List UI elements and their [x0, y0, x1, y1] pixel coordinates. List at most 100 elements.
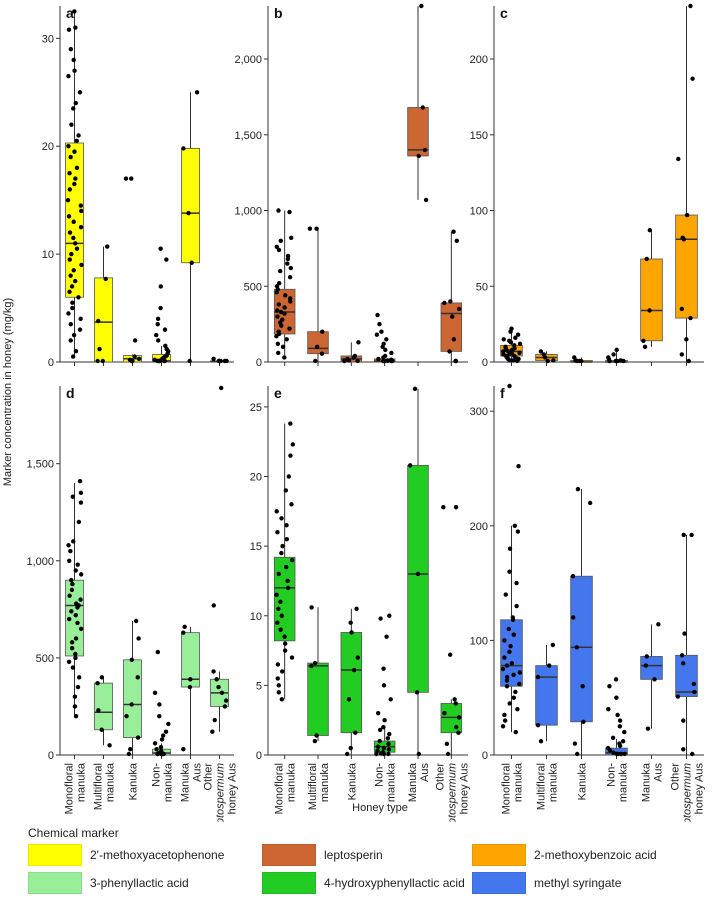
- data-point-d-3: [163, 729, 169, 734]
- y-tick-label-b: 1,000: [234, 206, 262, 218]
- data-point-f-0: [511, 695, 517, 700]
- data-point-a-3: [155, 338, 161, 343]
- data-point-d-0: [75, 562, 80, 567]
- data-point-c-0: [517, 350, 522, 356]
- data-point-e-5: [456, 715, 462, 720]
- data-point-b-1: [319, 351, 325, 356]
- data-point-d-0: [72, 704, 78, 709]
- data-point-b-5: [451, 229, 456, 234]
- data-point-b-0: [278, 238, 283, 244]
- data-point-b-0: [274, 290, 279, 295]
- data-point-f-0: [502, 712, 507, 718]
- data-point-e-3: [386, 751, 391, 757]
- data-point-b-4: [422, 147, 428, 153]
- data-point-a-3: [162, 327, 168, 332]
- y-tick-label-e: 20: [250, 472, 262, 484]
- data-point-a-0: [72, 68, 77, 73]
- data-point-f-3: [607, 748, 613, 753]
- data-point-d-0: [78, 597, 83, 602]
- data-point-a-0: [71, 106, 76, 111]
- data-point-a-0: [70, 354, 76, 359]
- legend-label-methyl-syringate: methyl syringate: [534, 876, 622, 890]
- y-tick-label-d: 500: [36, 653, 54, 665]
- data-point-c-5: [686, 358, 691, 364]
- box-d-4: [181, 624, 200, 759]
- data-point-a-0: [71, 57, 76, 63]
- legend-label-leptosperin: leptosperin: [324, 848, 383, 862]
- box-c-4: [640, 228, 663, 366]
- category-label-d-1: Multifloral: [93, 763, 105, 810]
- data-point-d-3: [152, 741, 158, 746]
- data-point-e-3: [387, 613, 392, 618]
- data-point-e-0: [274, 509, 279, 514]
- data-point-a-0: [70, 300, 75, 305]
- data-point-e-3: [386, 741, 391, 747]
- data-point-c-4: [641, 338, 646, 343]
- panel-c: 0 50 100 150 200 c: [470, 3, 704, 369]
- data-point-d-5: [211, 603, 216, 608]
- data-point-e-0: [279, 613, 284, 618]
- data-point-d-4: [182, 624, 187, 630]
- data-point-c-1: [551, 358, 556, 363]
- data-point-f-0: [508, 643, 513, 649]
- data-point-a-0: [66, 311, 71, 316]
- data-point-b-5: [453, 358, 459, 364]
- data-point-f-2: [587, 500, 593, 506]
- data-point-f-3: [615, 751, 621, 757]
- data-point-e-0: [290, 442, 296, 447]
- data-point-f-5: [692, 689, 697, 695]
- data-point-e-0: [276, 683, 281, 688]
- y-tick-label-d: 1,000: [26, 556, 54, 568]
- box-a-3: [152, 246, 171, 366]
- legend-item-methoxyacetophenone: 2'-methoxyacetophenone: [28, 844, 224, 866]
- data-point-e-3: [387, 731, 392, 737]
- category-label-e-1: manuka: [319, 762, 331, 802]
- data-point-b-3: [374, 332, 380, 337]
- category-label-e-1: Multifloral: [307, 763, 319, 810]
- data-point-d-0: [72, 694, 78, 699]
- data-point-e-0: [283, 488, 289, 493]
- category-label-e-3: manuka: [386, 762, 398, 802]
- data-point-d-0: [73, 713, 79, 719]
- data-point-d-0: [73, 568, 78, 573]
- box-e-3: [373, 613, 396, 759]
- data-point-e-0: [278, 627, 283, 632]
- data-point-d-0: [77, 478, 83, 484]
- data-point-e-3: [384, 634, 389, 639]
- panel-letter-c: c: [500, 5, 508, 21]
- data-point-e-0: [275, 620, 280, 625]
- data-point-a-0: [79, 208, 84, 214]
- data-point-d-2: [133, 618, 139, 624]
- box-e-1: [307, 605, 329, 759]
- box-c-5: [675, 3, 698, 366]
- data-point-f-5: [681, 718, 686, 723]
- data-point-e-0: [288, 453, 293, 458]
- panel-letter-b: b: [274, 5, 283, 21]
- box-rect-f-4: [640, 656, 663, 680]
- data-point-b-4: [416, 153, 421, 159]
- box-e-5: [440, 504, 463, 759]
- category-label-f-1: Multifloral: [536, 763, 548, 810]
- data-point-a-4: [187, 358, 192, 364]
- data-point-f-5: [690, 751, 695, 757]
- data-point-f-0: [500, 666, 506, 672]
- data-point-c-4: [647, 308, 652, 313]
- data-point-b-0: [283, 293, 288, 298]
- data-point-d-4: [188, 677, 193, 682]
- data-point-b-1: [307, 226, 313, 231]
- data-point-c-4: [644, 256, 649, 262]
- y-tick-label-f: 0: [482, 750, 488, 762]
- data-point-a-0: [68, 46, 74, 52]
- data-point-e-3: [386, 747, 392, 752]
- y-tick-label-e: 10: [250, 611, 262, 623]
- data-point-c-3: [615, 358, 620, 364]
- data-point-e-0: [279, 550, 284, 556]
- data-point-e-0: [276, 606, 281, 611]
- data-point-b-3: [377, 321, 382, 327]
- data-point-c-0: [513, 335, 518, 340]
- data-point-b-3: [380, 344, 385, 350]
- data-point-a-3: [155, 358, 161, 364]
- data-point-c-3: [614, 347, 619, 353]
- data-point-c-3: [611, 352, 616, 357]
